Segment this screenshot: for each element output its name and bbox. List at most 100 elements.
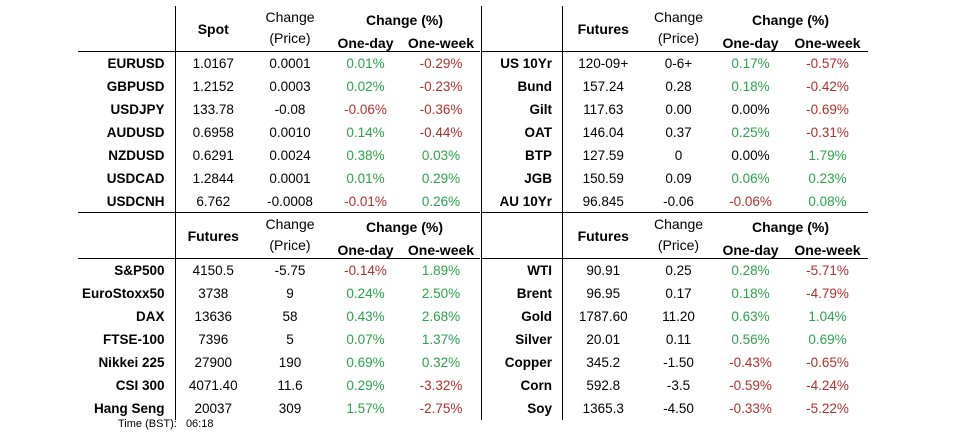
row-value: 1365.3 <box>562 397 644 420</box>
row-one-day: 0.29% <box>346 378 385 393</box>
row-value: 127.59 <box>562 144 644 167</box>
row-label: BTP <box>481 144 563 167</box>
row-change-price: 58 <box>282 309 298 324</box>
row-label: AU 10Yr <box>481 190 563 213</box>
commodities-one-day-header: One-day <box>722 242 779 258</box>
row-one-week: -0.69% <box>806 102 849 117</box>
bonds-one-week-header: One-week <box>794 35 861 51</box>
row-change-price: 0.0024 <box>269 148 311 163</box>
row-value: 90.91 <box>562 258 644 282</box>
row-one-day: 0.01% <box>346 171 385 186</box>
table-row: GBPUSD 1.2152 0.0003 0.02% -0.23% <box>78 75 480 98</box>
table-row: USDCNH 6.762 -0.0008 -0.01% 0.26% <box>78 190 480 213</box>
row-change-price: -0.0008 <box>267 194 313 209</box>
table-row: S&P500 4150.5 -5.75 -0.14% 1.89% <box>78 258 480 282</box>
row-value: 96.95 <box>562 282 644 305</box>
row-value: 7396 <box>174 328 251 351</box>
row-label: Corn <box>481 374 563 397</box>
row-one-week: -3.32% <box>419 378 463 393</box>
row-label: Copper <box>481 351 563 374</box>
table-row: BTP 127.59 0 0.00% 1.79% <box>481 144 868 167</box>
row-one-day: -0.59% <box>729 378 772 393</box>
row-one-week: 0.08% <box>808 194 847 209</box>
row-one-week: -0.31% <box>806 125 849 140</box>
row-one-week: -0.42% <box>806 79 849 94</box>
row-value: 1.0167 <box>174 51 251 75</box>
row-change-price: 0.0001 <box>269 171 311 186</box>
row-value: 6.762 <box>174 190 251 213</box>
row-change-price: -1.50 <box>663 355 694 370</box>
row-one-day: -0.14% <box>329 258 402 282</box>
row-one-week: -5.22% <box>806 401 849 416</box>
row-one-week: -0.36% <box>419 102 463 117</box>
row-change-price: 0.37 <box>665 125 692 140</box>
row-label: EURUSD <box>78 51 175 75</box>
row-value: 1.2152 <box>174 75 251 98</box>
commodity-futures-table: Futures Change Change (%) (Price) One-da… <box>481 212 868 420</box>
row-label: S&P500 <box>78 258 175 282</box>
fx-change-price-header-sub: (Price) <box>269 30 311 47</box>
row-value: 4150.5 <box>174 258 251 282</box>
row-change-price: 0 <box>674 148 683 163</box>
row-one-week: -0.29% <box>402 51 480 75</box>
row-one-day: 0.17% <box>713 51 788 75</box>
table-row: AUDUSD 0.6958 0.0010 0.14% -0.44% <box>78 121 480 144</box>
row-label: JGB <box>481 167 563 190</box>
table-row: Bund 157.24 0.28 0.18% -0.42% <box>481 75 868 98</box>
indices-one-day-header: One-day <box>337 242 394 258</box>
row-value: 3738 <box>174 282 251 305</box>
row-change-price: -0.06 <box>663 194 694 209</box>
row-one-week: -0.65% <box>806 355 849 370</box>
row-one-day: -0.06% <box>729 194 772 209</box>
row-label: NZDUSD <box>108 148 165 163</box>
table-row: AU 10Yr 96.845 -0.06 -0.06% 0.08% <box>481 190 868 213</box>
row-label: OAT <box>481 121 563 144</box>
row-change-price: 0.0001 <box>251 51 329 75</box>
row-one-day: 0.14% <box>346 125 385 140</box>
row-one-week: 1.37% <box>421 332 461 347</box>
timestamp: Time (BST): 06:18 <box>118 418 213 430</box>
row-one-day: 0.00% <box>731 148 770 163</box>
row-value: 345.2 <box>562 351 644 374</box>
row-label: EuroStoxx50 <box>81 286 165 301</box>
row-change-price: 0.17 <box>665 286 692 301</box>
row-one-day: 0.28% <box>713 258 788 282</box>
row-label: GBPUSD <box>106 79 165 94</box>
commodities-one-week-header: One-week <box>794 242 861 258</box>
row-label: Hang Seng <box>93 401 165 416</box>
row-change-price: -4.50 <box>663 401 694 416</box>
bonds-change-price-header: Change <box>653 8 704 25</box>
row-one-week: 2.50% <box>421 286 461 301</box>
fx-change-price-header: Change <box>265 8 315 25</box>
index-futures-table: Futures Change Change (%) (Price) One-da… <box>78 212 480 420</box>
row-change-price: 9 <box>286 286 294 301</box>
row-one-week: -0.23% <box>419 79 463 94</box>
table-row: USDCAD 1.2844 0.0001 0.01% 0.29% <box>78 167 480 190</box>
row-change-price: 0.0003 <box>269 79 311 94</box>
indices-change-price-header: Change <box>251 212 329 235</box>
table-row: US 10Yr 120-09+ 0-6+ 0.17% -0.57% <box>481 51 868 75</box>
commodities-change-price-header: Change <box>643 212 714 235</box>
row-change-price: 0.11 <box>665 332 692 347</box>
row-change-price: 0.28 <box>665 79 692 94</box>
row-value: 1.2844 <box>174 167 251 190</box>
row-value: 4071.40 <box>174 374 251 397</box>
row-one-day: -0.01% <box>344 194 387 209</box>
index-rows: S&P500 4150.5 -5.75 -0.14% 1.89% EuroStoxx50 3… <box>78 258 480 420</box>
row-one-day: 0.43% <box>346 309 385 324</box>
row-change-price: -0.08 <box>274 102 306 117</box>
table-row: Silver 20.01 0.11 0.56% 0.69% <box>481 328 868 351</box>
row-change-price: 0.0010 <box>269 125 311 140</box>
row-one-week: 0.32% <box>421 355 461 370</box>
table-row: EURUSD 1.0167 0.0001 0.01% -0.29% <box>78 51 480 75</box>
row-one-week: 0.69% <box>808 332 847 347</box>
row-one-week: 1.79% <box>808 148 847 163</box>
row-one-day: 1.57% <box>346 401 385 416</box>
row-change-price: 0.25 <box>643 258 714 282</box>
row-label: Gilt <box>481 98 563 121</box>
row-one-day: 0.18% <box>731 79 770 94</box>
row-one-day: 0.69% <box>346 355 385 370</box>
row-label: DAX <box>135 309 165 324</box>
commodities-futures-header: Futures <box>562 212 644 259</box>
row-one-week: 0.23% <box>808 171 847 186</box>
